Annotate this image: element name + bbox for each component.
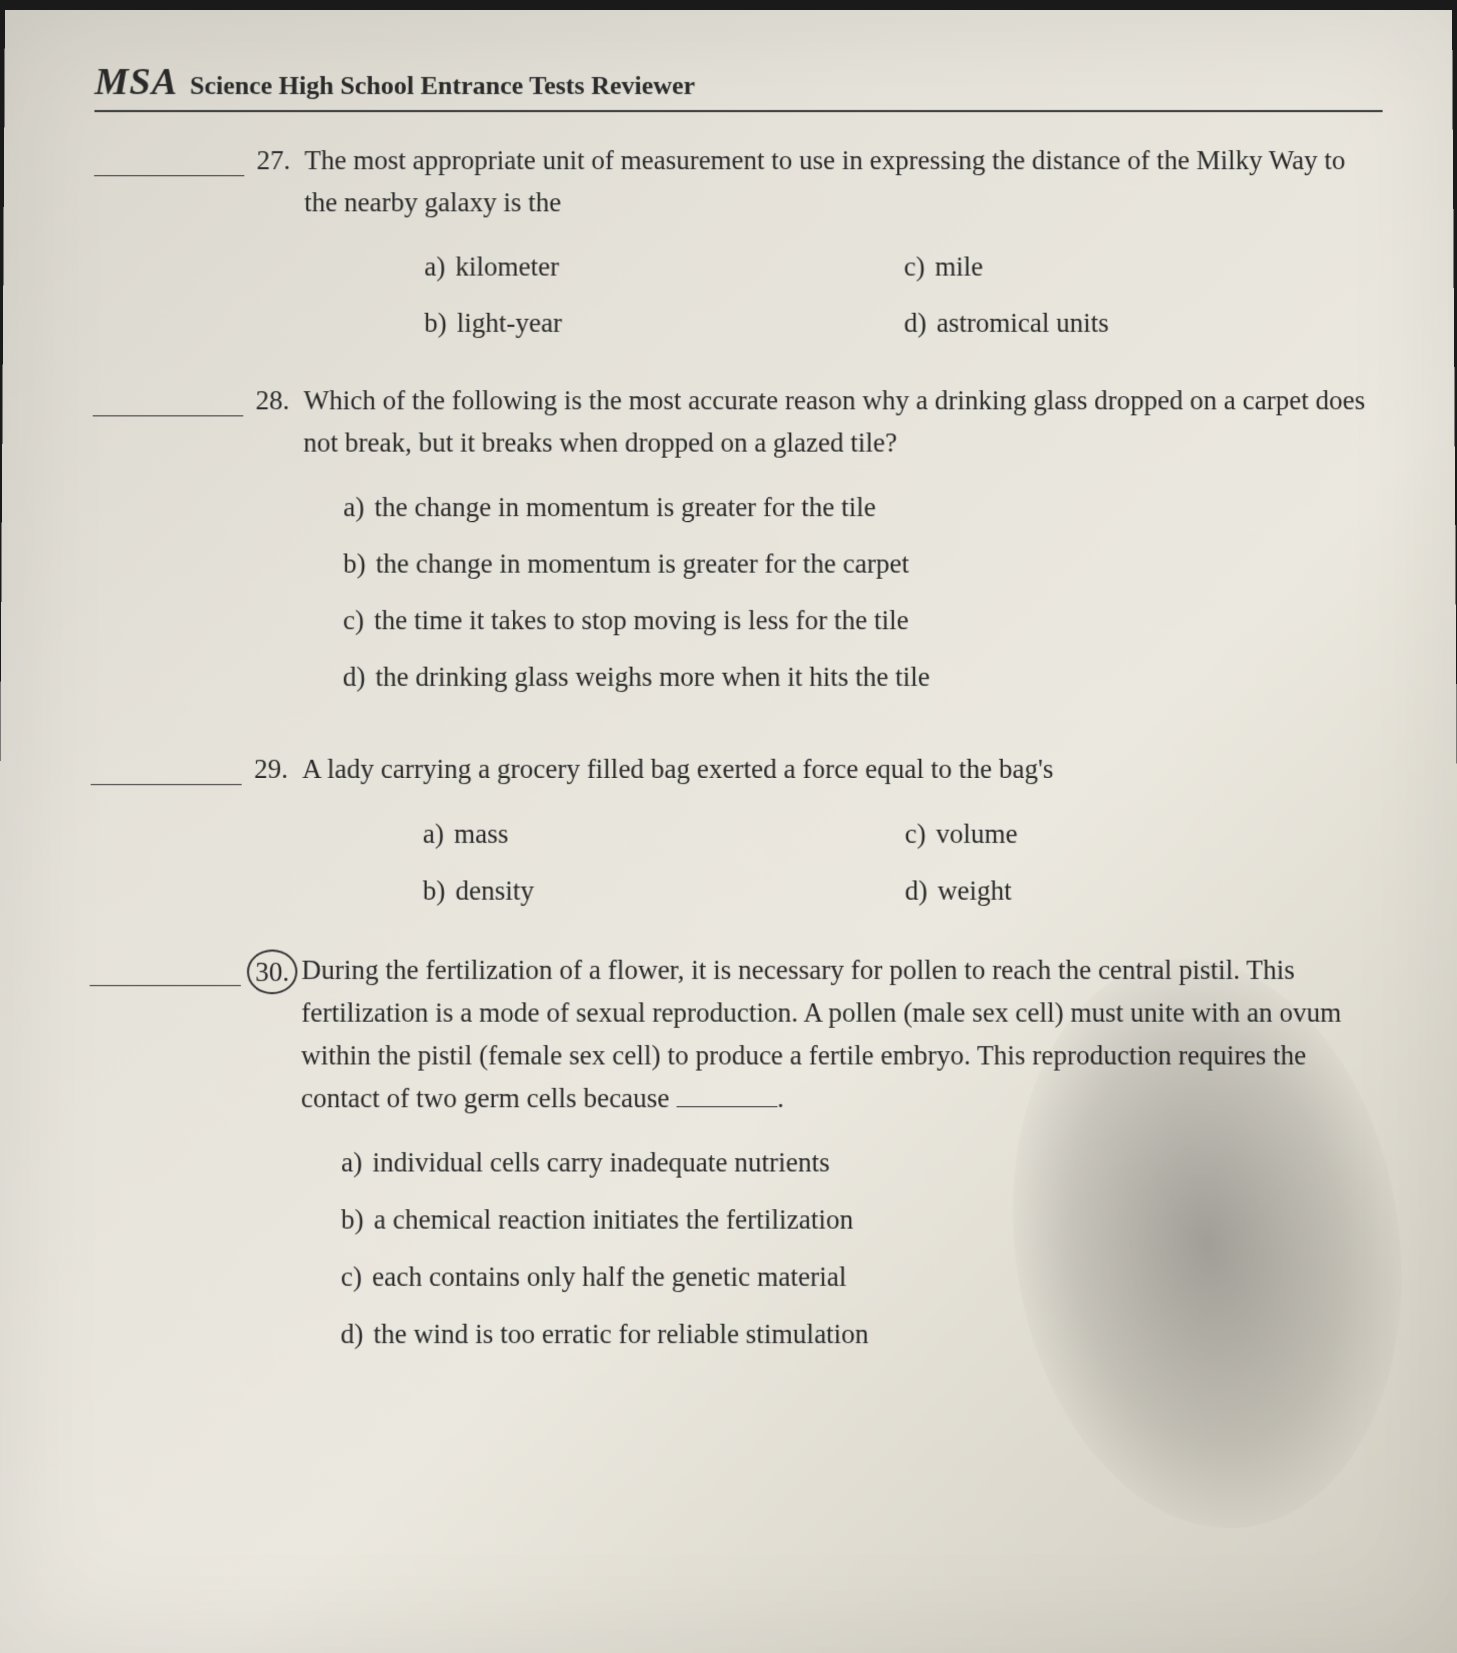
option-label: b) bbox=[343, 548, 376, 578]
option-b[interactable]: b)a chemical reaction initiates the fert… bbox=[341, 1199, 1389, 1242]
option-label: d) bbox=[341, 1318, 374, 1349]
question-30: 30. During the fertilization of a flower… bbox=[87, 949, 1389, 1370]
option-c[interactable]: c)mile bbox=[904, 246, 1384, 288]
option-b[interactable]: b)light-year bbox=[424, 302, 904, 344]
question-stem: During the fertilization of a flower, it… bbox=[301, 949, 1388, 1119]
options-list: a)the change in momentum is greater for … bbox=[302, 487, 1385, 698]
question-body: The most appropriate unit of measurement… bbox=[304, 140, 1384, 344]
worksheet-page: MSA Science High School Entrance Tests R… bbox=[0, 10, 1457, 1653]
option-c[interactable]: c)volume bbox=[905, 814, 1387, 856]
option-label: c) bbox=[343, 605, 374, 635]
stem-post: . bbox=[777, 1082, 784, 1113]
circled-number: 30. bbox=[247, 949, 298, 994]
question-body: During the fertilization of a flower, it… bbox=[300, 949, 1390, 1370]
option-text: weight bbox=[938, 875, 1012, 905]
option-b[interactable]: b)the change in momentum is greater for … bbox=[343, 543, 1385, 585]
option-label: c) bbox=[905, 819, 936, 849]
option-text: the change in momentum is greater for th… bbox=[374, 492, 876, 522]
option-text: the change in momentum is greater for th… bbox=[376, 548, 909, 578]
option-label: d) bbox=[343, 661, 376, 691]
option-text: astromical units bbox=[937, 307, 1109, 337]
question-number: 27. bbox=[244, 140, 305, 344]
option-a[interactable]: a)individual cells carry inadequate nutr… bbox=[341, 1142, 1389, 1185]
option-text: light-year bbox=[457, 307, 562, 337]
page-header: MSA Science High School Entrance Tests R… bbox=[94, 60, 1382, 112]
option-c[interactable]: c)the time it takes to stop moving is le… bbox=[343, 600, 1386, 642]
question-27: 27. The most appropriate unit of measure… bbox=[93, 140, 1384, 344]
question-number: 30. bbox=[239, 949, 301, 1370]
option-label: a) bbox=[424, 251, 455, 281]
option-text: mass bbox=[454, 819, 508, 849]
option-label: c) bbox=[341, 1261, 372, 1292]
publisher-logo: MSA bbox=[94, 60, 178, 104]
option-text: a chemical reaction initiates the fertil… bbox=[374, 1204, 854, 1235]
answer-blank[interactable] bbox=[94, 152, 244, 176]
option-label: b) bbox=[424, 307, 457, 337]
option-label: b) bbox=[423, 875, 456, 905]
option-text: the wind is too erratic for reliable sti… bbox=[373, 1318, 868, 1349]
option-d[interactable]: d)weight bbox=[905, 870, 1387, 912]
question-body: Which of the following is the most accur… bbox=[302, 381, 1386, 713]
option-d[interactable]: d)astromical units bbox=[904, 302, 1384, 344]
option-label: a) bbox=[343, 492, 374, 522]
options-grid: a)mass c)volume b)density d)weight bbox=[302, 814, 1387, 913]
option-text: density bbox=[455, 875, 534, 905]
stem-pre: During the fertilization of a flower, it… bbox=[301, 955, 1341, 1113]
answer-blank[interactable] bbox=[93, 393, 244, 417]
question-stem: A lady carrying a grocery filled bag exe… bbox=[302, 749, 1386, 791]
page-title: Science High School Entrance Tests Revie… bbox=[190, 71, 695, 101]
option-b[interactable]: b)density bbox=[423, 870, 905, 912]
option-a[interactable]: a)mass bbox=[423, 814, 905, 856]
fill-in-blank[interactable] bbox=[676, 1103, 777, 1107]
option-text: each contains only half the genetic mate… bbox=[372, 1261, 847, 1292]
option-text: the drinking glass weighs more when it h… bbox=[375, 661, 929, 691]
question-29: 29. A lady carrying a grocery filled bag… bbox=[90, 749, 1387, 913]
question-stem: Which of the following is the most accur… bbox=[303, 381, 1384, 465]
option-text: the time it takes to stop moving is less… bbox=[374, 605, 909, 635]
option-label: a) bbox=[341, 1147, 372, 1178]
question-number: 28. bbox=[242, 381, 304, 713]
option-text: kilometer bbox=[455, 251, 559, 281]
option-label: a) bbox=[423, 819, 454, 849]
question-stem: The most appropriate unit of measurement… bbox=[304, 140, 1383, 224]
option-d[interactable]: d)the wind is too erratic for reliable s… bbox=[340, 1313, 1389, 1356]
options-grid: a)kilometer c)mile b)light-year d)astrom… bbox=[304, 246, 1384, 344]
question-28: 28. Which of the following is the most a… bbox=[91, 381, 1386, 713]
option-c[interactable]: c)each contains only half the genetic ma… bbox=[341, 1256, 1390, 1299]
question-number: 29. bbox=[241, 749, 302, 913]
option-label: b) bbox=[341, 1204, 374, 1235]
option-text: mile bbox=[935, 251, 983, 281]
option-label: d) bbox=[904, 307, 937, 337]
options-list: a)individual cells carry inadequate nutr… bbox=[300, 1142, 1390, 1356]
option-label: c) bbox=[904, 251, 935, 281]
answer-blank[interactable] bbox=[90, 962, 241, 986]
option-d[interactable]: d)the drinking glass weighs more when it… bbox=[343, 656, 1386, 698]
option-a[interactable]: a)the change in momentum is greater for … bbox=[343, 487, 1385, 529]
option-text: volume bbox=[936, 819, 1018, 849]
answer-blank[interactable] bbox=[91, 761, 242, 785]
question-body: A lady carrying a grocery filled bag exe… bbox=[302, 749, 1387, 913]
option-text: individual cells carry inadequate nutrie… bbox=[372, 1147, 829, 1178]
option-a[interactable]: a)kilometer bbox=[424, 246, 904, 288]
option-label: d) bbox=[905, 875, 938, 905]
